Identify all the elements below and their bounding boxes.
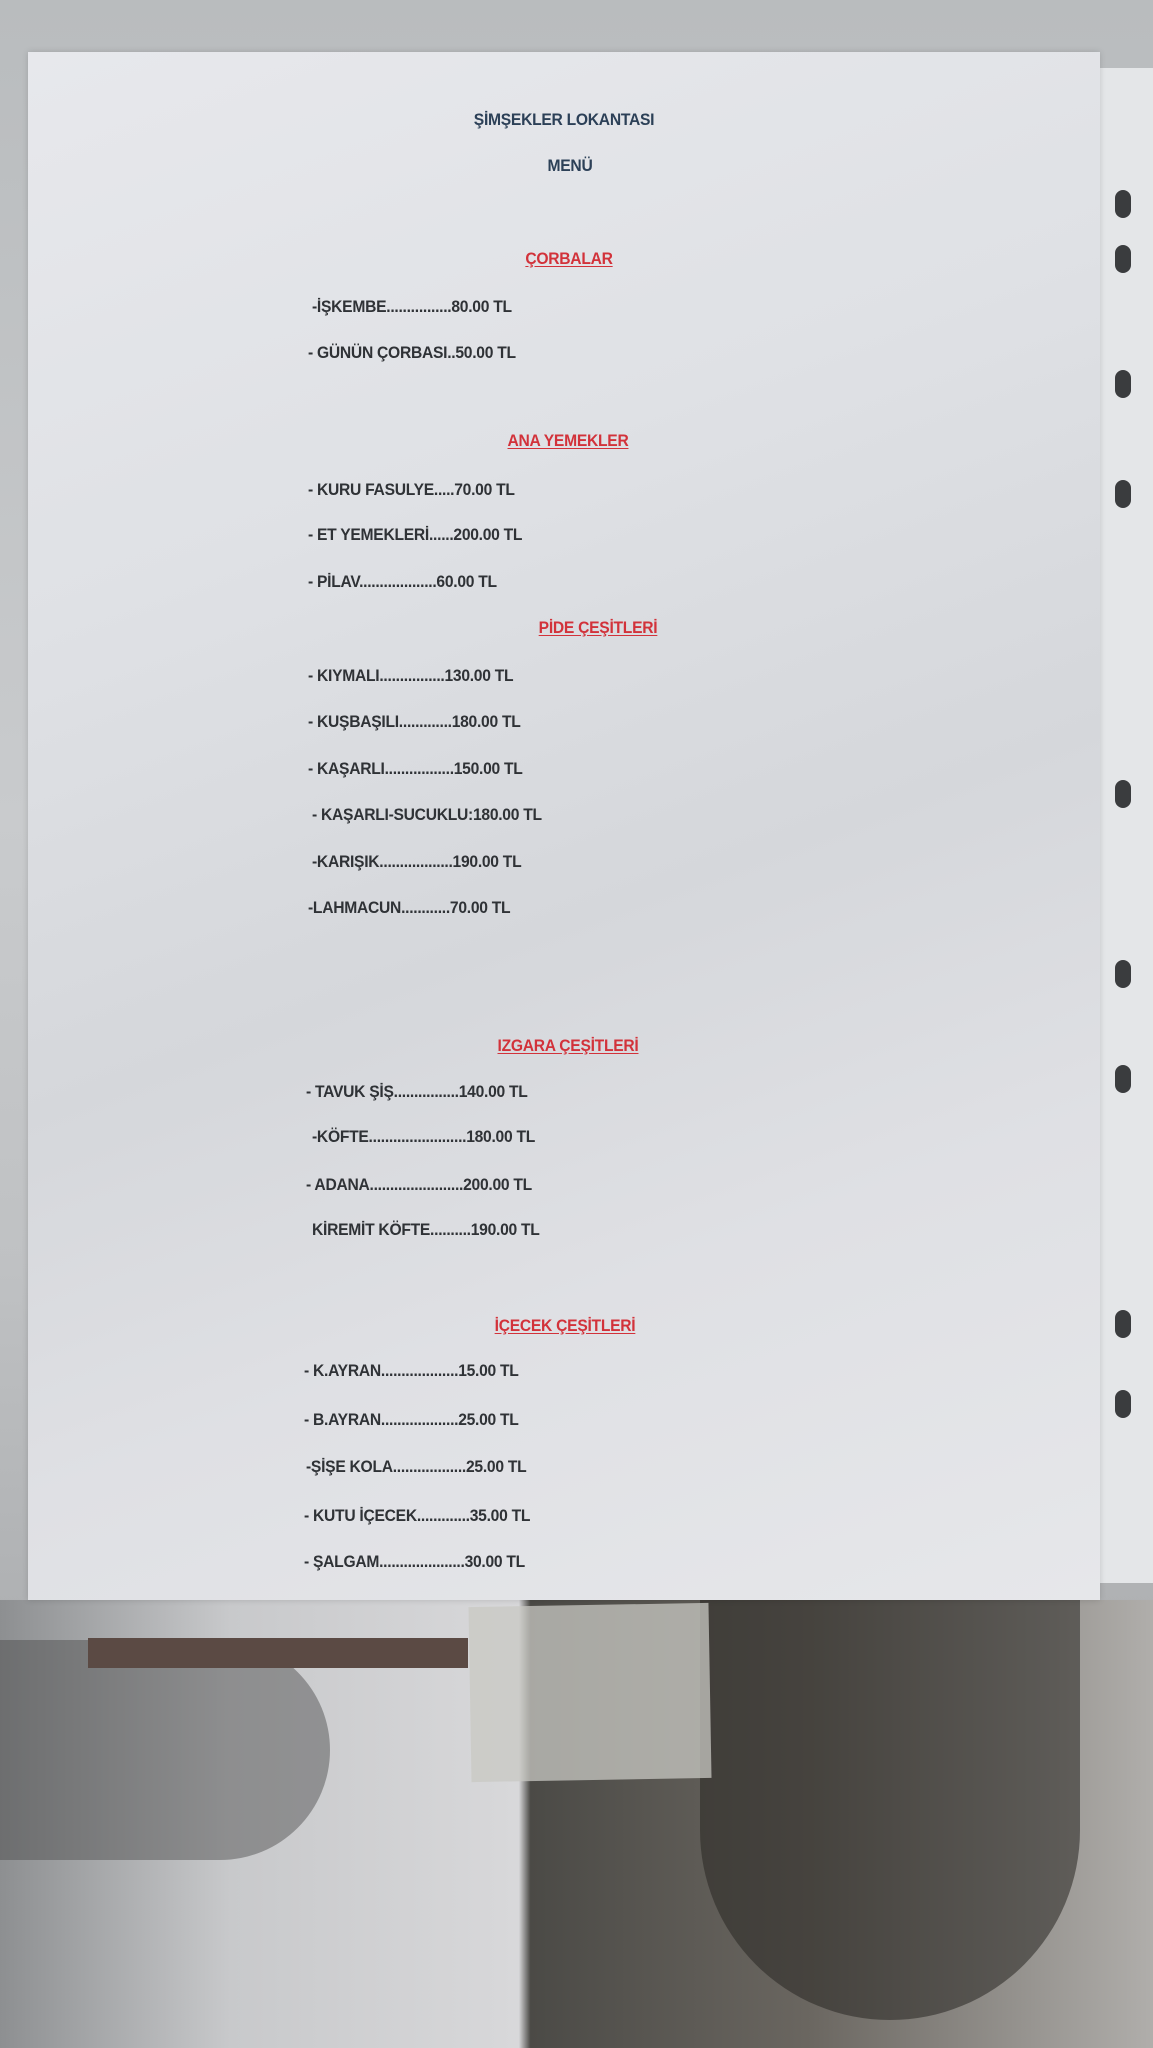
section-header-icecek: İÇECEK ÇEŞİTLERİ — [494, 1316, 636, 1335]
punch-hole — [1115, 780, 1131, 808]
section-header-corbalar: ÇORBALAR — [525, 249, 613, 268]
punch-hole — [1115, 370, 1131, 398]
menu-item: - K.AYRAN...................15.00 TL — [304, 1361, 519, 1380]
menu-item: - KURU FASULYE.....70.00 TL — [308, 480, 515, 499]
menu-sheet: ŞİMŞEKLER LOKANTASI MENÜ ÇORBALAR -İŞKEM… — [28, 52, 1100, 1600]
menu-item: - ADANA.......................200.00 TL — [306, 1175, 532, 1194]
punch-hole — [1115, 1065, 1131, 1093]
section-header-pide: PİDE ÇEŞİTLERİ — [538, 618, 658, 637]
section-header-ana-yemekler: ANA YEMEKLER — [507, 431, 629, 450]
section-header-izgara: IZGARA ÇEŞİTLERİ — [497, 1036, 639, 1055]
menu-item: - TAVUK ŞİŞ................140.00 TL — [306, 1082, 528, 1101]
menu-item: - KUTU İÇECEK.............35.00 TL — [304, 1506, 531, 1525]
menu-item: - KAŞARLI.................150.00 TL — [308, 759, 523, 778]
adhesive-tape — [468, 1602, 712, 1783]
punch-hole — [1115, 1390, 1131, 1418]
menu-item: -İŞKEMBE................80.00 TL — [312, 297, 512, 316]
punch-hole — [1115, 480, 1131, 508]
punch-hole — [1115, 1310, 1131, 1338]
door-handle — [88, 1638, 468, 1668]
menu-item: - B.AYRAN...................25.00 TL — [304, 1410, 519, 1429]
menu-item: -KÖFTE........................180.00 TL — [312, 1127, 536, 1146]
menu-item: -KARIŞIK..................190.00 TL — [312, 852, 522, 871]
menu-label: MENÜ — [547, 156, 593, 175]
punch-hole — [1115, 245, 1131, 273]
shadow — [700, 1600, 1080, 2020]
menu-item: - GÜNÜN ÇORBASI..50.00 TL — [308, 343, 516, 362]
menu-item: - KUŞBAŞILI.............180.00 TL — [308, 712, 521, 731]
menu-item: - ŞALGAM.....................30.00 TL — [304, 1552, 525, 1571]
punch-hole — [1115, 190, 1131, 218]
menu-item: KİREMİT KÖFTE..........190.00 TL — [312, 1220, 540, 1239]
menu-item: - KAŞARLI-SUCUKLU:180.00 TL — [312, 805, 542, 824]
punch-hole — [1115, 960, 1131, 988]
menu-item: - PİLAV...................60.00 TL — [308, 572, 497, 591]
menu-item: -LAHMACUN............70.00 TL — [308, 898, 511, 917]
shadow — [0, 1640, 330, 1860]
menu-item: - ET YEMEKLERİ......200.00 TL — [308, 525, 523, 544]
menu-item: - KIYMALI................130.00 TL — [308, 666, 514, 685]
restaurant-name: ŞİMŞEKLER LOKANTASI — [473, 110, 655, 129]
menu-item: -ŞİŞE KOLA..................25.00 TL — [306, 1457, 527, 1476]
